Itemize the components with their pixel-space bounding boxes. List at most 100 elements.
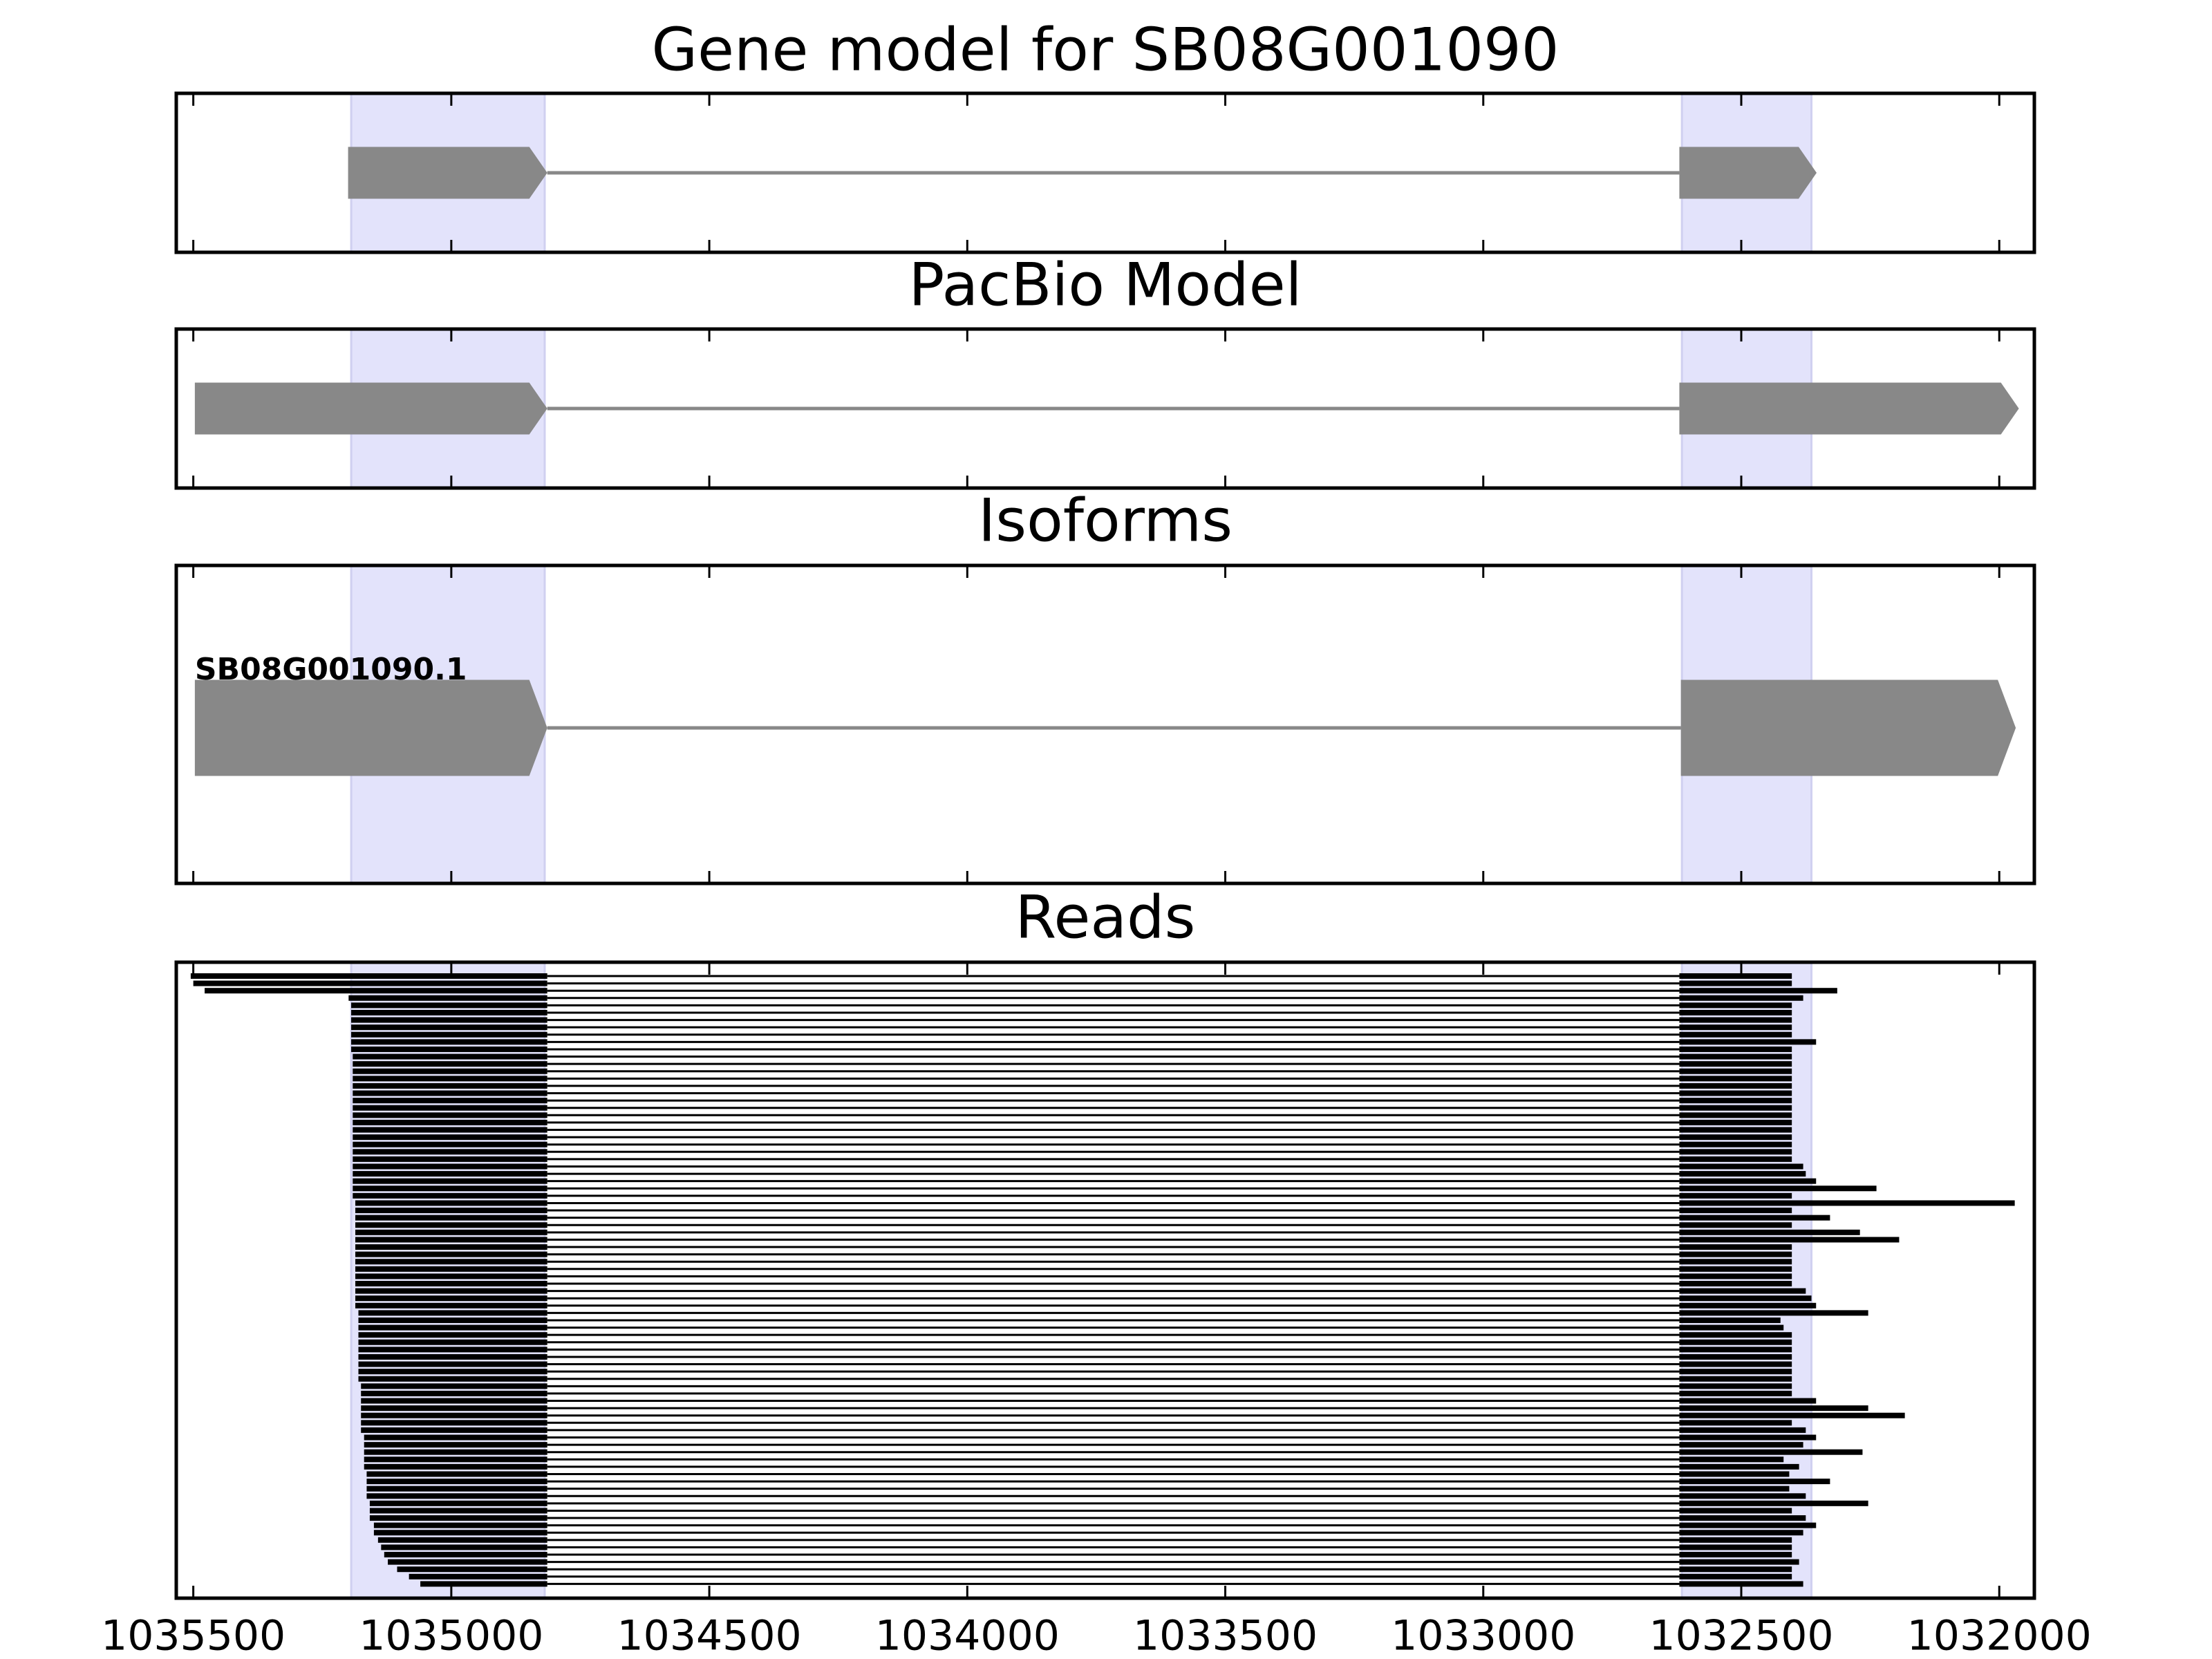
read-exon xyxy=(355,1266,547,1272)
read-exon xyxy=(355,1281,547,1286)
read-exon xyxy=(355,1229,547,1235)
read-exon xyxy=(353,1127,547,1133)
read-exon xyxy=(361,1420,547,1426)
x-tick-label: 1035000 xyxy=(359,1612,543,1659)
read-exon xyxy=(1679,1442,1803,1448)
read-exon xyxy=(1679,1434,1817,1441)
read-exon xyxy=(353,1090,547,1096)
read-exon xyxy=(369,1500,547,1506)
read-exon xyxy=(355,1273,547,1280)
read-exon xyxy=(353,1098,547,1104)
read-exon xyxy=(1679,1347,1792,1353)
read-exon xyxy=(1679,1017,1792,1023)
read-exon xyxy=(1679,1266,1792,1272)
read-exon xyxy=(358,1369,547,1375)
read-exon xyxy=(1679,1383,1792,1389)
read-exon xyxy=(361,1390,547,1396)
read-exon xyxy=(1679,1090,1792,1096)
read-exon xyxy=(1679,1515,1806,1521)
read-exon xyxy=(1679,1068,1792,1074)
read-exon xyxy=(1679,988,1837,994)
read-exon xyxy=(364,1456,547,1463)
read-exon xyxy=(358,1317,547,1323)
read-exon xyxy=(364,1442,547,1448)
read-exon xyxy=(355,1295,547,1302)
read-exon xyxy=(1679,1302,1817,1309)
read-exon xyxy=(369,1515,547,1521)
read-exon xyxy=(358,1324,547,1331)
read-exon xyxy=(353,1053,547,1060)
read-exon xyxy=(1679,1178,1817,1184)
read-exon xyxy=(358,1361,547,1367)
read-exon xyxy=(1679,1237,1900,1243)
read-exon xyxy=(1679,1105,1792,1111)
read-exon xyxy=(1679,1449,1863,1455)
axes-frame xyxy=(174,91,2036,254)
read-exon xyxy=(1679,1076,1792,1082)
read-exon xyxy=(1679,1002,1792,1009)
read-exon xyxy=(1679,1317,1781,1323)
read-exon xyxy=(355,1302,547,1309)
read-exon xyxy=(1679,1537,1792,1543)
read-exon xyxy=(366,1471,547,1477)
read-exon xyxy=(353,1149,547,1155)
read-exon xyxy=(1679,1156,1792,1162)
read-exon xyxy=(1679,1479,1830,1485)
read-exon xyxy=(351,1009,547,1015)
read-exon xyxy=(1679,1463,1799,1470)
read-exon xyxy=(353,1134,547,1141)
read-exon xyxy=(361,1405,547,1412)
panel-title: Gene model for SB08G001090 xyxy=(652,15,1559,84)
exon xyxy=(194,679,547,776)
axes-frame xyxy=(174,563,2036,885)
read-exon xyxy=(355,1208,547,1214)
read-exon xyxy=(1679,1324,1784,1331)
read-exon xyxy=(355,1237,547,1243)
read-exon xyxy=(1679,1566,1792,1573)
read-exon xyxy=(361,1383,547,1389)
read-exon xyxy=(1679,1405,1868,1412)
read-exon xyxy=(1679,1281,1792,1286)
read-exon xyxy=(361,1427,547,1433)
read-exon xyxy=(351,1031,547,1038)
read-exon xyxy=(1679,1485,1790,1492)
read-exon xyxy=(351,1039,547,1045)
read-exon xyxy=(358,1339,547,1345)
read-exon xyxy=(353,1061,547,1067)
read-exon xyxy=(353,1112,547,1118)
read-exon xyxy=(388,1559,547,1565)
read-exon xyxy=(358,1347,547,1353)
read-exon xyxy=(1679,1259,1792,1265)
read-exon xyxy=(366,1479,547,1485)
read-exon xyxy=(205,988,547,994)
read-exon xyxy=(1679,995,1803,1001)
read-exon xyxy=(348,995,547,1001)
read-exon xyxy=(1679,973,1792,979)
read-exon xyxy=(420,1581,547,1587)
read-exon xyxy=(397,1566,547,1573)
read-exon xyxy=(1679,1376,1792,1382)
read-exon xyxy=(1679,1412,1905,1418)
read-exon xyxy=(1679,1200,2015,1206)
read-exon xyxy=(351,1002,547,1009)
x-tick-label: 1032500 xyxy=(1649,1612,1833,1659)
read-exon xyxy=(1679,1127,1792,1133)
highlight-region xyxy=(350,961,546,1600)
read-exon xyxy=(1679,1471,1790,1477)
read-exon xyxy=(353,1163,547,1170)
read-exon xyxy=(355,1288,547,1294)
x-tick-label: 1033000 xyxy=(1391,1612,1575,1659)
read-exon xyxy=(1679,1398,1817,1404)
read-exon xyxy=(1679,1369,1792,1375)
read-exon xyxy=(1679,1339,1792,1345)
read-exon xyxy=(1679,1559,1799,1565)
read-exon xyxy=(1679,1522,1817,1528)
read-exon xyxy=(355,1251,547,1257)
read-exon xyxy=(1679,1493,1806,1499)
read-exon xyxy=(1679,1353,1792,1360)
read-exon xyxy=(381,1544,547,1550)
read-exon xyxy=(190,973,547,979)
read-exon xyxy=(353,1185,547,1192)
read-exon xyxy=(366,1485,547,1492)
